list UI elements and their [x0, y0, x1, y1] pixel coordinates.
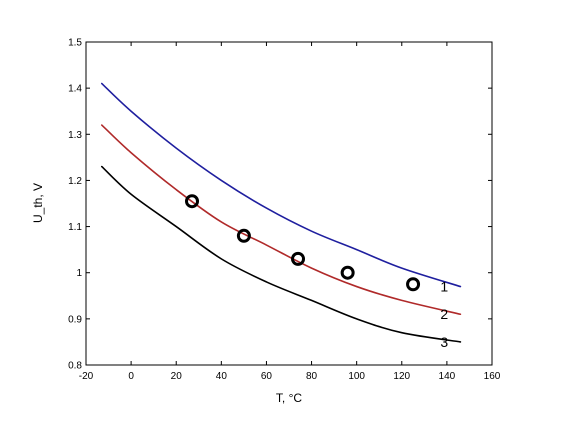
plot-frame [85, 41, 493, 366]
curve-2 [100, 124, 462, 316]
curves [100, 82, 462, 343]
y-axis-label: U_th, V [31, 183, 45, 223]
data-point-marker [340, 265, 355, 280]
x-tick-label: 140 [439, 371, 456, 382]
y-tick-label: 0.9 [68, 314, 82, 325]
x-tick-label: 120 [393, 371, 410, 382]
curve-label-3: 3 [440, 334, 448, 350]
curve-label-2: 2 [440, 306, 448, 322]
data-point-marker [291, 251, 306, 266]
x-tick-label: 80 [306, 371, 318, 382]
y-tick-label: 0.8 [68, 361, 82, 372]
y-tick-label: 1.1 [68, 222, 82, 233]
x-tick-label: 100 [348, 371, 365, 382]
data-point-marker [236, 228, 251, 243]
y-axis-ticks: 0.8 0.9 1 1.1 1.2 1.3 1.4 1.5 [68, 38, 492, 372]
curve-label-1: 1 [440, 279, 448, 295]
y-tick-label: 1.2 [68, 176, 82, 187]
y-tick-label: 1.5 [68, 38, 82, 49]
curve-1 [100, 82, 462, 288]
y-tick-label: 1.3 [68, 130, 82, 141]
x-axis-ticks: -20 0 20 40 60 80 100 120 140 160 [79, 42, 501, 382]
x-axis-label: T, °C [276, 391, 302, 405]
x-tick-label: 60 [261, 371, 273, 382]
curve-labels: 1 2 3 [440, 279, 448, 350]
x-tick-label: 0 [128, 371, 134, 382]
x-tick-label: 40 [216, 371, 228, 382]
x-tick-label: 20 [171, 371, 183, 382]
x-tick-label: -20 [79, 371, 94, 382]
data-point-marker [185, 194, 200, 209]
y-tick-label: 1.4 [68, 84, 82, 95]
y-tick-label: 1 [76, 268, 82, 279]
markers [185, 194, 421, 292]
curve-3 [100, 165, 462, 343]
data-point-marker [406, 277, 421, 292]
x-tick-label: 160 [484, 371, 501, 382]
